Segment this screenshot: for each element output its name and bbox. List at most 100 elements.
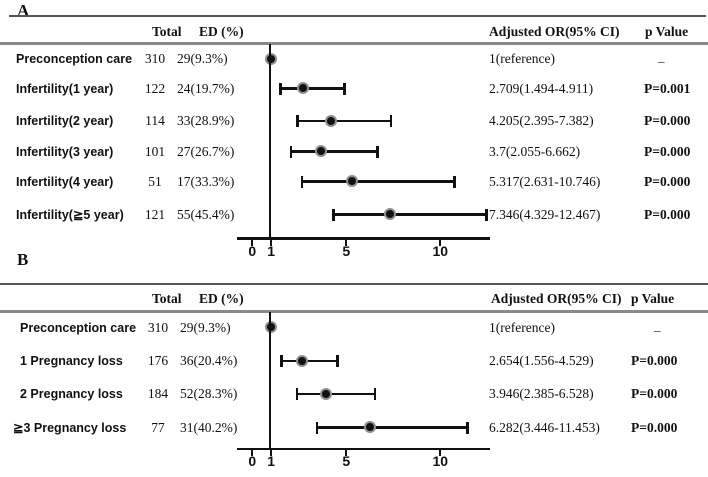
- row-pvalue: P=0.000: [644, 173, 691, 189]
- row-or-ci: 2.654(1.556-4.529): [489, 353, 594, 368]
- row-or-ci: 5.317(2.631-10.746): [489, 173, 601, 189]
- row-pvalue: P=0.000: [644, 143, 691, 159]
- x-axis-tick-label: 10: [432, 453, 449, 469]
- ci-line: [281, 359, 338, 363]
- or-point-marker: [319, 387, 332, 400]
- row-or-ci: 3.946(2.385-6.528): [489, 386, 594, 401]
- ci-cap-low: [296, 115, 299, 127]
- ci-cap-high: [466, 421, 469, 434]
- row-pvalue: P=0.000: [644, 206, 691, 222]
- row-or-ci: 7.346(4.329-12.467): [489, 206, 601, 222]
- row-ed: 24(19.7%): [177, 80, 235, 96]
- ci-cap-high: [336, 355, 339, 367]
- ci-line: [280, 87, 345, 90]
- row-ed: 17(33.3%): [177, 173, 235, 189]
- ci-line: [297, 119, 392, 123]
- ci-cap-low: [332, 208, 335, 221]
- x-axis-tick-label: 0: [248, 243, 257, 259]
- x-axis-tick-label: 10: [432, 243, 449, 259]
- row-ed: 27(26.7%): [177, 143, 235, 159]
- x-axis-tick: [345, 450, 348, 456]
- ci-cap-low: [295, 388, 299, 400]
- row-label: Infertility(3 year): [16, 144, 114, 159]
- row-label: 2 Pregnancy loss: [20, 387, 123, 401]
- column-header-pvalue: p Value: [645, 24, 689, 39]
- or-point-marker: [315, 145, 328, 157]
- row-total: 121: [144, 206, 166, 222]
- column-header-ed: ED (%): [199, 291, 244, 306]
- ci-cap-high: [373, 388, 377, 400]
- x-axis-tick: [439, 239, 442, 246]
- ci-line: [297, 392, 375, 396]
- column-header-pvalue: p Value: [631, 291, 675, 306]
- x-axis: [237, 237, 490, 240]
- x-axis-tick-label: 5: [342, 453, 351, 469]
- row-label: Infertility(1 year): [16, 81, 114, 96]
- ci-cap-low: [280, 355, 283, 367]
- row-ed: 31(40.2%): [180, 419, 238, 435]
- row-total: 114: [145, 113, 165, 128]
- x-axis-tick: [439, 450, 442, 456]
- x-axis-tick: [251, 239, 254, 246]
- table-header-rule: [0, 42, 708, 45]
- row-pvalue: P=0.000: [631, 353, 678, 368]
- x-axis-tick-label: 0: [248, 453, 257, 469]
- x-axis-tick: [270, 450, 273, 456]
- ci-cap-high: [453, 175, 456, 188]
- row-total: 310: [144, 51, 166, 66]
- row-or-ci: 1(reference): [489, 51, 555, 66]
- panel-letter-A: A: [17, 1, 30, 20]
- row-total: 122: [144, 80, 166, 96]
- x-axis-tick: [270, 239, 273, 246]
- ci-cap-high: [343, 82, 346, 95]
- row-or-ci: 1(reference): [489, 319, 555, 335]
- row-label: Infertility(≧5 year): [16, 207, 124, 222]
- table-header-rule: [0, 310, 708, 313]
- row-total: 101: [144, 143, 166, 159]
- row-pvalue: P=0.000: [631, 419, 678, 435]
- row-ed: 52(28.3%): [180, 386, 238, 401]
- row-ed: 29(9.3%): [177, 51, 228, 66]
- row-ed: 55(45.4%): [177, 206, 235, 222]
- ci-line: [333, 213, 487, 216]
- row-total: 176: [147, 353, 169, 368]
- row-total: 51: [148, 173, 162, 189]
- table-top-rule: [0, 282, 708, 285]
- row-label: Infertility(4 year): [16, 174, 114, 189]
- column-header-or: Adjusted OR(95% CI): [489, 24, 620, 39]
- column-header-total: Total: [152, 291, 182, 306]
- row-or-ci: 3.7(2.055-6.662): [489, 143, 581, 159]
- ci-cap-high: [485, 208, 488, 221]
- ci-line: [317, 426, 468, 429]
- column-header-or: Adjusted OR(95% CI): [491, 291, 622, 306]
- x-axis-tick-label: 5: [342, 243, 351, 259]
- reference-line-or1: [268, 44, 272, 238]
- row-ed: 36(20.4%): [180, 353, 238, 368]
- ci-cap-low: [315, 421, 319, 434]
- row-or-ci: 6.282(3.446-11.453): [489, 419, 600, 435]
- x-axis-tick: [345, 239, 348, 246]
- ci-line: [301, 180, 455, 183]
- row-label: Preconception care: [16, 52, 133, 66]
- row-pvalue: P=0.000: [631, 386, 678, 401]
- column-header-total: Total: [152, 24, 182, 39]
- panel-letter-B: B: [17, 250, 29, 269]
- row-pvalue-reference: _: [654, 317, 661, 333]
- row-label: 1 Pregnancy loss: [20, 354, 123, 368]
- row-label: Preconception care: [20, 320, 137, 335]
- x-axis-tick-label: 1: [267, 243, 275, 259]
- row-label: ≧3 Pregnancy loss: [13, 420, 127, 435]
- ci-line: [290, 150, 378, 153]
- ci-cap-low: [279, 82, 282, 95]
- x-axis-tick-label: 1: [267, 453, 275, 469]
- column-header-ed: ED (%): [199, 24, 244, 39]
- row-total: 184: [147, 386, 169, 401]
- row-or-ci: 2.709(1.494-4.911): [489, 80, 594, 96]
- or-point-marker: [345, 175, 358, 187]
- or-point-marker: [363, 421, 376, 433]
- x-axis: [237, 447, 490, 450]
- row-total: 77: [151, 419, 165, 435]
- row-ed: 29(9.3%): [180, 319, 231, 335]
- row-label: Infertility(2 year): [16, 114, 114, 128]
